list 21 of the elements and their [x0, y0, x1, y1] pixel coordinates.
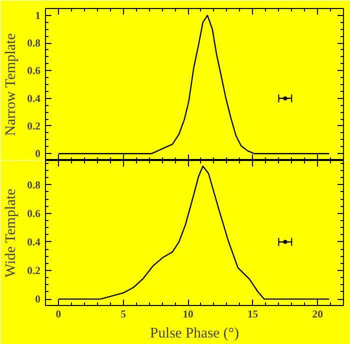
- y-tick-label: 1: [35, 10, 40, 22]
- line-series: [58, 14, 330, 154]
- x-tick-label: 10: [182, 310, 194, 320]
- y-tick-label: 0.2: [27, 121, 41, 132]
- y-tick-label: 0.4: [27, 237, 42, 248]
- y-tick-label: 0: [35, 149, 40, 160]
- y-tick-label: 0.8: [27, 38, 41, 50]
- y-axis-title: Narrow Template: [3, 33, 20, 136]
- y-tick-label: 0.8: [27, 180, 41, 192]
- x-tick-label: 15: [247, 310, 258, 320]
- y-tick-label: 0.6: [27, 208, 42, 220]
- x-tick-label: 0: [56, 310, 62, 320]
- x-tick-label: 20: [312, 310, 323, 320]
- y-tick-label: 0.6: [27, 66, 42, 78]
- line-series: [58, 166, 330, 300]
- y-axis-title: Wide Template: [3, 188, 20, 278]
- x-tick-label: 5: [120, 310, 126, 320]
- y-tick-label: 0.2: [27, 266, 41, 277]
- y-tick-label: 0: [35, 294, 40, 306]
- y-tick-label: 0.4: [27, 94, 42, 105]
- x-axis-title: Pulse Phase (°): [150, 326, 240, 342]
